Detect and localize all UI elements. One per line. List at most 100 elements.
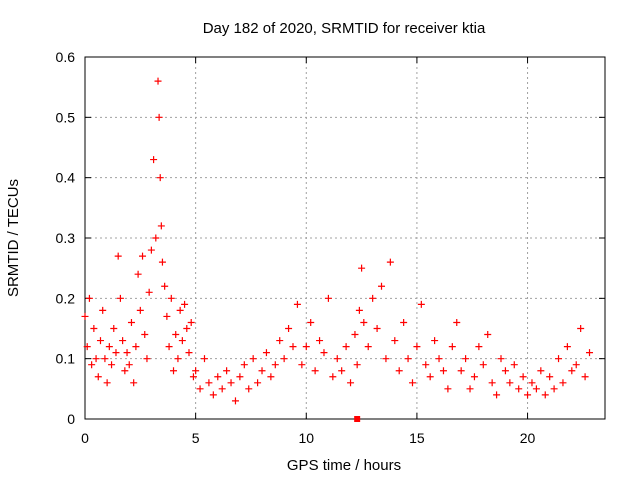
data-point <box>586 349 594 357</box>
data-point <box>172 331 180 339</box>
x-axis: 0 5 10 15 20 <box>81 57 536 446</box>
data-point <box>444 385 452 393</box>
data-point <box>223 367 231 375</box>
data-point <box>501 367 509 375</box>
data-point <box>105 343 113 351</box>
data-point <box>262 349 270 357</box>
data-point <box>187 318 195 326</box>
data-point <box>541 391 549 399</box>
data-point <box>90 325 98 332</box>
data-point <box>528 379 536 387</box>
data-point <box>196 385 204 393</box>
data-point <box>112 349 120 357</box>
data-point <box>103 379 111 387</box>
data-point <box>347 379 355 387</box>
data-point <box>484 331 492 339</box>
data-point <box>209 391 217 399</box>
data-point <box>161 282 169 290</box>
data-series <box>81 77 594 405</box>
data-point <box>550 385 558 393</box>
data-point <box>178 337 186 345</box>
data-point <box>470 373 478 381</box>
data-point <box>311 367 319 375</box>
data-point <box>119 337 127 345</box>
data-point <box>121 367 129 375</box>
data-point <box>240 361 248 369</box>
data-point <box>369 294 377 302</box>
x-axis-label: GPS time / hours <box>287 457 401 474</box>
data-point <box>360 318 368 326</box>
data-point <box>174 355 182 363</box>
data-point <box>85 294 93 302</box>
data-point <box>358 264 366 272</box>
data-point <box>475 343 483 351</box>
x-tick-label: 15 <box>409 430 425 446</box>
marker-square <box>354 416 361 422</box>
data-point <box>285 325 293 332</box>
data-point <box>127 318 135 326</box>
data-point <box>563 343 571 351</box>
data-point <box>462 355 470 363</box>
chart-title: Day 182 of 2020, SRMTID for receiver kti… <box>203 20 486 37</box>
data-point <box>189 373 197 381</box>
data-point <box>83 343 91 351</box>
data-point <box>276 337 284 345</box>
y-axis: 0 0.1 0.2 0.3 0.4 0.5 0.6 <box>56 49 605 427</box>
data-point <box>329 373 337 381</box>
data-point <box>353 361 361 369</box>
data-point <box>453 318 461 326</box>
data-point <box>134 270 142 278</box>
data-point <box>373 325 381 332</box>
data-point <box>96 337 104 345</box>
x-tick-label: 20 <box>520 430 536 446</box>
data-point <box>147 246 155 254</box>
data-point <box>546 373 554 381</box>
data-point <box>167 294 175 302</box>
data-point <box>108 361 116 369</box>
data-point <box>271 361 279 369</box>
data-point <box>555 355 563 363</box>
data-point <box>298 361 306 369</box>
data-point <box>293 300 301 308</box>
data-point <box>408 379 416 387</box>
data-point <box>254 379 262 387</box>
data-point <box>110 325 118 332</box>
y-tick-label: 0.4 <box>56 170 76 186</box>
data-point <box>378 282 386 290</box>
data-point <box>150 156 158 164</box>
data-point <box>342 343 350 351</box>
data-point <box>101 355 109 363</box>
data-point <box>139 252 147 260</box>
data-point <box>333 355 341 363</box>
data-point <box>355 306 363 314</box>
data-point <box>289 343 297 351</box>
data-point <box>439 367 447 375</box>
data-point <box>236 373 244 381</box>
data-point <box>479 361 487 369</box>
data-point <box>493 391 501 399</box>
data-point <box>214 373 222 381</box>
data-point <box>404 355 412 363</box>
data-point <box>99 306 107 314</box>
data-point <box>114 252 122 260</box>
data-point <box>338 367 346 375</box>
data-point <box>143 355 151 363</box>
data-point <box>165 343 173 351</box>
data-point <box>364 343 372 351</box>
data-point <box>307 318 315 326</box>
grid <box>85 57 605 419</box>
data-point <box>422 361 430 369</box>
data-point <box>88 361 96 369</box>
data-point <box>280 355 288 363</box>
y-tick-label: 0.6 <box>56 49 76 65</box>
data-point <box>400 318 408 326</box>
data-point <box>395 367 403 375</box>
data-point <box>324 294 332 302</box>
data-point <box>154 77 162 85</box>
data-point <box>267 373 275 381</box>
data-point <box>227 379 235 387</box>
data-point <box>417 300 425 308</box>
data-point <box>488 379 496 387</box>
data-point <box>81 312 89 320</box>
